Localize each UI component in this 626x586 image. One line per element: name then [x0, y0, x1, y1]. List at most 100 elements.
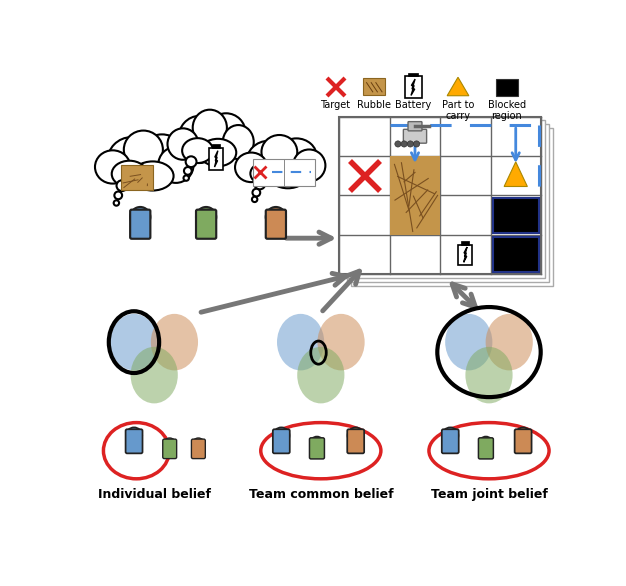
Ellipse shape — [140, 134, 184, 176]
Ellipse shape — [168, 128, 198, 160]
FancyBboxPatch shape — [442, 430, 459, 454]
Circle shape — [116, 180, 127, 191]
Ellipse shape — [246, 141, 290, 185]
Ellipse shape — [465, 347, 513, 403]
FancyBboxPatch shape — [343, 120, 545, 278]
Ellipse shape — [293, 149, 326, 182]
FancyBboxPatch shape — [309, 438, 324, 459]
Polygon shape — [464, 247, 467, 263]
Circle shape — [252, 189, 260, 196]
Ellipse shape — [207, 113, 245, 152]
Text: Team joint belief: Team joint belief — [431, 488, 548, 502]
Circle shape — [126, 427, 142, 444]
FancyBboxPatch shape — [126, 430, 143, 454]
FancyBboxPatch shape — [408, 73, 418, 77]
Ellipse shape — [317, 314, 365, 370]
Circle shape — [515, 427, 531, 444]
Text: Battery: Battery — [395, 100, 431, 110]
Circle shape — [192, 438, 205, 451]
Circle shape — [401, 141, 408, 147]
Text: Target: Target — [321, 100, 351, 110]
Text: Individual belief: Individual belief — [98, 488, 211, 502]
Ellipse shape — [277, 314, 324, 370]
Text: Team common belief: Team common belief — [249, 488, 393, 502]
Circle shape — [273, 427, 289, 444]
FancyBboxPatch shape — [493, 237, 538, 272]
FancyBboxPatch shape — [390, 156, 440, 235]
Polygon shape — [447, 77, 469, 96]
Ellipse shape — [95, 151, 130, 183]
Circle shape — [266, 207, 286, 227]
FancyBboxPatch shape — [253, 159, 315, 186]
Ellipse shape — [178, 116, 220, 163]
Text: Rubble: Rubble — [357, 100, 391, 110]
FancyBboxPatch shape — [196, 210, 216, 239]
Polygon shape — [411, 79, 415, 96]
Circle shape — [184, 167, 192, 175]
FancyBboxPatch shape — [121, 165, 153, 190]
FancyBboxPatch shape — [364, 78, 385, 95]
Text: ⚙: ⚙ — [408, 129, 422, 144]
Circle shape — [408, 141, 413, 147]
FancyBboxPatch shape — [163, 439, 177, 459]
Circle shape — [310, 437, 324, 450]
Ellipse shape — [250, 162, 283, 185]
Polygon shape — [504, 162, 527, 186]
Ellipse shape — [235, 152, 267, 182]
Circle shape — [395, 141, 401, 147]
FancyBboxPatch shape — [266, 210, 286, 239]
Ellipse shape — [297, 347, 344, 403]
Ellipse shape — [110, 314, 158, 370]
FancyBboxPatch shape — [347, 430, 364, 454]
Circle shape — [114, 200, 119, 206]
Circle shape — [347, 427, 364, 444]
Ellipse shape — [182, 138, 213, 163]
FancyBboxPatch shape — [130, 210, 150, 239]
Ellipse shape — [111, 161, 147, 187]
Ellipse shape — [223, 125, 254, 159]
FancyBboxPatch shape — [404, 77, 421, 98]
FancyBboxPatch shape — [461, 241, 470, 244]
Ellipse shape — [486, 314, 533, 370]
Circle shape — [479, 437, 493, 450]
Circle shape — [183, 175, 189, 180]
FancyBboxPatch shape — [351, 128, 553, 286]
Ellipse shape — [269, 162, 307, 188]
Circle shape — [130, 207, 150, 227]
Ellipse shape — [131, 347, 178, 403]
FancyBboxPatch shape — [496, 79, 518, 96]
FancyBboxPatch shape — [403, 130, 426, 143]
FancyBboxPatch shape — [458, 244, 473, 265]
Ellipse shape — [158, 147, 193, 183]
Circle shape — [196, 207, 216, 227]
Ellipse shape — [262, 135, 297, 169]
FancyBboxPatch shape — [209, 148, 223, 170]
Ellipse shape — [276, 138, 317, 175]
FancyBboxPatch shape — [273, 430, 290, 454]
Ellipse shape — [193, 110, 227, 146]
FancyBboxPatch shape — [478, 438, 493, 459]
Polygon shape — [215, 151, 218, 167]
FancyBboxPatch shape — [515, 430, 531, 454]
Ellipse shape — [131, 161, 173, 190]
Circle shape — [413, 141, 419, 147]
Ellipse shape — [124, 131, 163, 169]
Text: Part to
carry: Part to carry — [442, 100, 474, 121]
Circle shape — [186, 156, 197, 167]
Circle shape — [115, 192, 122, 199]
Ellipse shape — [151, 314, 198, 370]
Circle shape — [254, 179, 265, 189]
Circle shape — [252, 197, 257, 202]
Ellipse shape — [445, 314, 493, 370]
Circle shape — [163, 438, 176, 451]
FancyBboxPatch shape — [212, 144, 220, 148]
FancyBboxPatch shape — [339, 117, 541, 274]
FancyBboxPatch shape — [493, 197, 538, 233]
Ellipse shape — [107, 137, 155, 187]
Text: Blocked
region: Blocked region — [488, 100, 526, 121]
Ellipse shape — [200, 139, 236, 166]
FancyBboxPatch shape — [347, 124, 548, 282]
FancyBboxPatch shape — [408, 122, 422, 131]
FancyBboxPatch shape — [192, 439, 205, 459]
Circle shape — [442, 427, 458, 444]
